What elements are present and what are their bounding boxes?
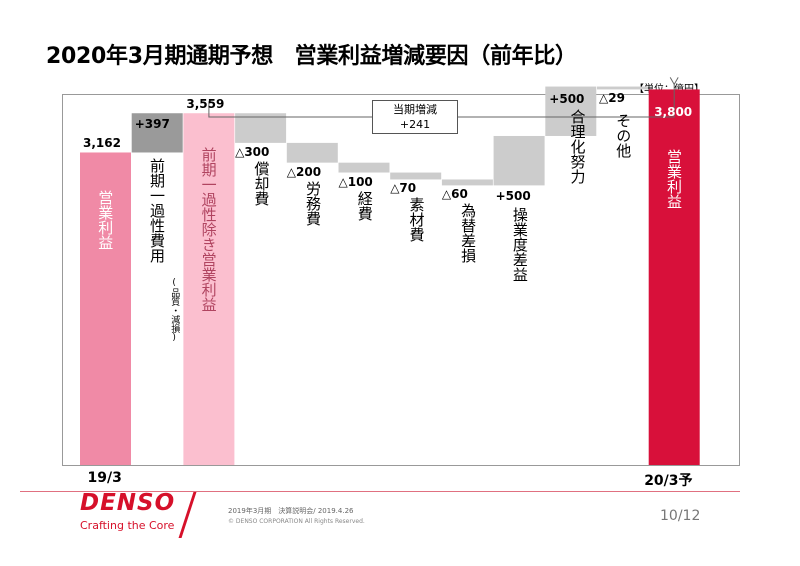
- category-label-10: その他: [614, 113, 633, 159]
- bar-4: [286, 142, 338, 163]
- value-label-10: △29: [599, 91, 625, 106]
- bar-2: [183, 113, 235, 465]
- category-label-2: 前期一過性除き営業利益: [199, 147, 218, 313]
- callout-arrowhead: [669, 77, 679, 86]
- value-label-6: △70: [390, 181, 417, 196]
- category-label-11: 営業利益: [664, 149, 683, 210]
- bar-7: [441, 179, 493, 186]
- category-label-4: 労務費: [304, 180, 323, 226]
- bar-5: [338, 162, 390, 173]
- value-label-1: +397: [134, 117, 170, 132]
- x-label-0: 19/3: [87, 470, 122, 486]
- page-title: 2020年3月期通期予想 営業利益増減要因（前年比）: [46, 44, 577, 69]
- value-label-5: △100: [338, 174, 373, 189]
- value-label-2: 3,559: [186, 97, 225, 112]
- callout-label: 当期増減: [393, 103, 437, 116]
- bar-10: [597, 86, 648, 90]
- brand-tagline: Crafting the Core: [80, 519, 175, 532]
- value-label-11: 3,800: [654, 105, 693, 120]
- bar-3: [235, 113, 287, 143]
- chart-frame: [62, 94, 740, 466]
- page-number: 10/12: [660, 508, 701, 524]
- footer-event: 2019年3月期 決算説明会/ 2019.4.26: [228, 507, 354, 515]
- bar-0: [80, 152, 131, 465]
- category-label-0: 営業利益: [96, 190, 115, 251]
- value-label-9: +500: [549, 91, 585, 106]
- value-label-0: 3,162: [83, 136, 121, 151]
- category-label-8: 操業度差益: [510, 207, 529, 283]
- value-label-8: +500: [495, 189, 531, 204]
- value-label-7: △60: [441, 187, 468, 202]
- footer-copyright: © DENSO CORPORATION All Rights Reserved.: [228, 518, 365, 525]
- category-label-6: 素材費: [407, 197, 426, 243]
- bar-11: [648, 89, 700, 465]
- category-label-5: 経費: [355, 190, 374, 221]
- bar-9: [545, 86, 597, 136]
- value-label-3: △300: [235, 144, 270, 159]
- callout-box: 当期増減 +241: [372, 100, 458, 134]
- bar-8: [493, 135, 545, 186]
- bar-6: [390, 172, 442, 180]
- bar-1: [131, 113, 183, 153]
- category-label-1: 前期一過性費用: [147, 158, 166, 264]
- category-label-7: 為替差損: [459, 203, 478, 264]
- x-label-1: 20/3予: [644, 473, 693, 489]
- callout-connector: [208, 83, 675, 118]
- callout-value: +241: [399, 118, 431, 131]
- category-note-1: (品質・減損): [169, 278, 180, 344]
- category-label-3: 償却費: [252, 160, 271, 206]
- category-label-9: 合理化努力: [568, 108, 587, 184]
- denso-logo: DENSO: [80, 490, 176, 516]
- footer-divider: [20, 491, 740, 492]
- value-label-4: △200: [286, 164, 322, 179]
